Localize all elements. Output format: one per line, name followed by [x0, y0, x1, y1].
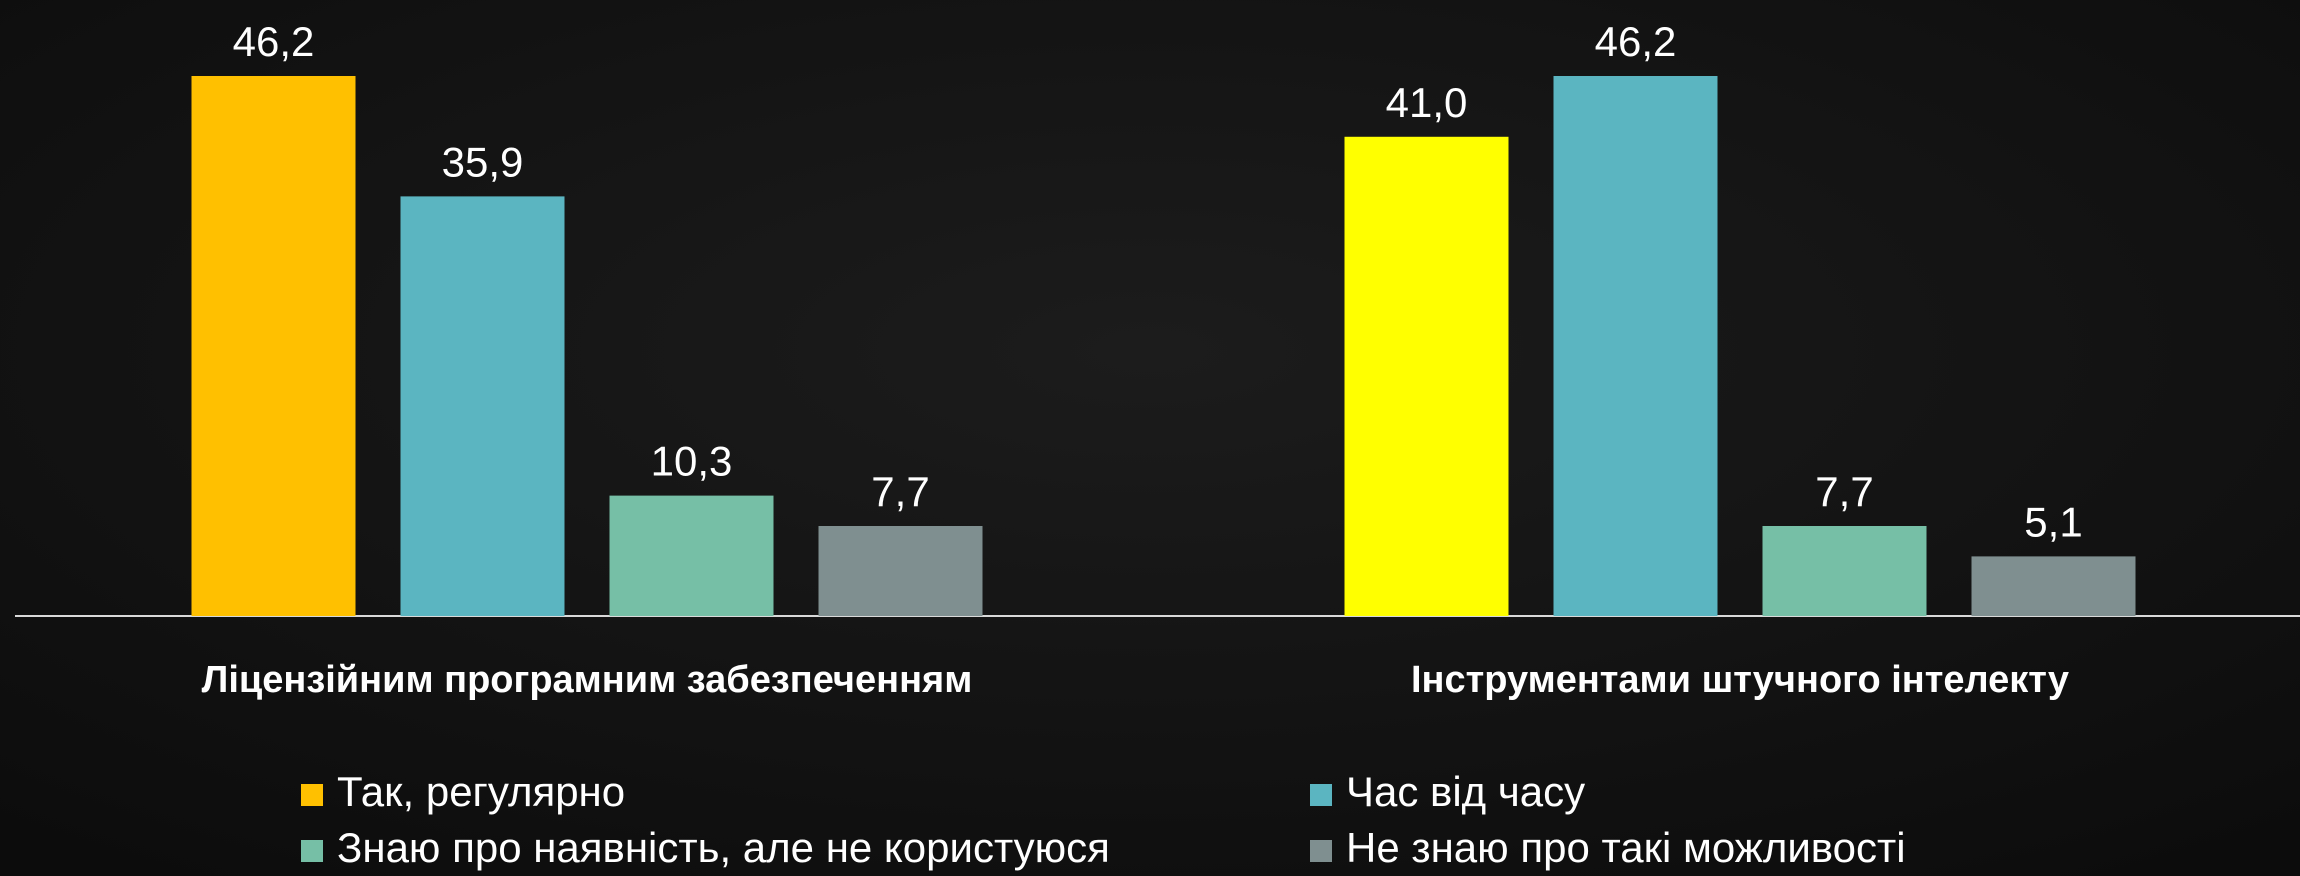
bar — [400, 196, 565, 616]
value-label: 41,0 — [1386, 79, 1468, 126]
bar — [1971, 556, 2136, 616]
value-label: 7,7 — [1815, 468, 1873, 515]
bar — [1762, 526, 1927, 616]
legend-swatch — [1310, 840, 1332, 862]
bar — [1553, 76, 1718, 616]
legend-label: Знаю про наявність, але не користуюся — [337, 824, 1110, 871]
bar — [191, 76, 356, 616]
legend-swatch — [1310, 784, 1332, 806]
category-label: Ліцензійним програмним забезпеченням — [202, 659, 973, 701]
value-label: 5,1 — [2024, 498, 2082, 545]
value-label: 35,9 — [442, 138, 524, 185]
legend-label: Так, регулярно — [337, 768, 625, 815]
bar — [609, 495, 774, 616]
value-label: 7,7 — [871, 468, 929, 515]
category-label: Інструментами штучного інтелекту — [1411, 659, 2069, 701]
bar — [818, 526, 983, 616]
legend-swatch — [301, 784, 323, 806]
legend-label: Час від часу — [1346, 768, 1585, 815]
value-label: 10,3 — [651, 438, 733, 485]
bar — [1344, 136, 1509, 616]
legend-label: Не знаю про такі можливості — [1346, 824, 1906, 871]
value-label: 46,2 — [233, 18, 315, 65]
value-label: 46,2 — [1595, 18, 1677, 65]
legend-swatch — [301, 840, 323, 862]
